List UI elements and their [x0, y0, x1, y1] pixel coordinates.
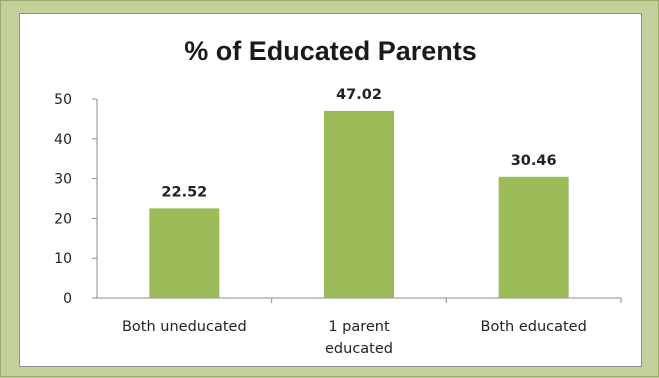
- category-label: 1 parent educated: [325, 319, 393, 357]
- y-tick-label: 10: [54, 251, 72, 267]
- category-label: Both educated: [481, 319, 587, 335]
- y-tick-label: 0: [63, 291, 72, 307]
- y-tick-label: 30: [54, 172, 72, 188]
- bar: [149, 208, 220, 298]
- data-label: 30.46: [511, 153, 557, 169]
- data-label: 22.52: [161, 184, 207, 200]
- y-tick-label: 40: [54, 132, 72, 148]
- bar: [498, 176, 569, 298]
- y-tick-label: 20: [54, 211, 72, 227]
- y-tick-label: 50: [54, 92, 72, 108]
- chart-title: % of Educated Parents: [184, 36, 477, 66]
- bar: [324, 110, 394, 298]
- data-label: 47.02: [336, 87, 382, 103]
- category-label: Both uneducated: [122, 319, 247, 335]
